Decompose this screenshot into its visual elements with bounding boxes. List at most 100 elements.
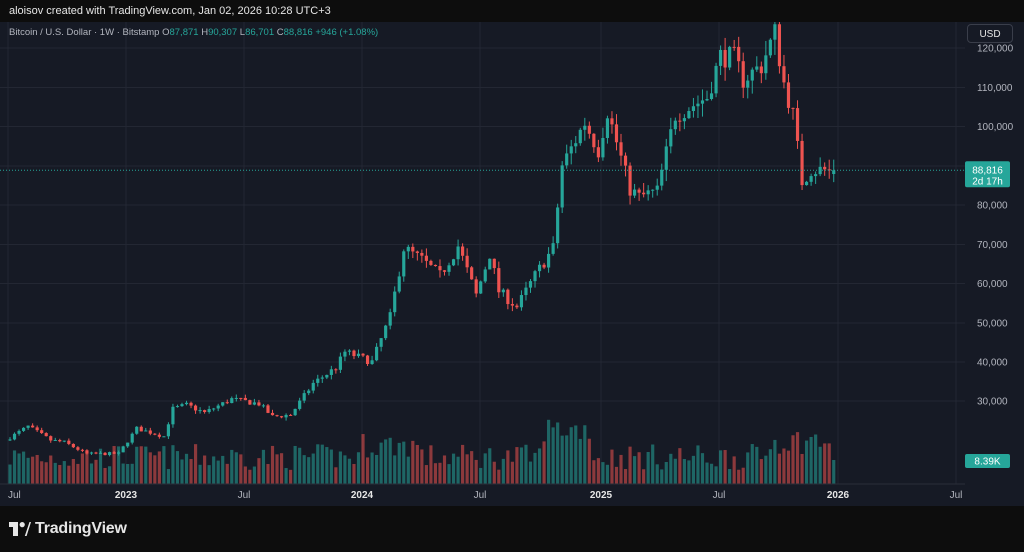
candle-body [85,450,89,454]
volume-bar [483,453,487,484]
volume-bar [696,445,700,484]
currency-button[interactable]: USD [967,24,1013,43]
candle-body [293,408,297,416]
volume-bar [284,468,288,484]
candle-body [691,106,696,112]
volume-bar [578,438,582,484]
chart-area[interactable]: 30,00040,00050,00060,00070,00080,00090,0… [0,17,1024,506]
candle-body [768,39,772,56]
candle-body [795,108,800,141]
candle-body [470,267,474,280]
candle-body [248,400,252,405]
candle-body [547,253,551,268]
volume-bar [302,455,306,484]
volume-bar [343,455,347,484]
volume-bar [528,461,533,484]
volume-bar [352,463,356,484]
volume-bar [782,448,786,484]
candle-body [411,246,415,252]
candle-body [130,433,134,443]
candle-body [777,24,782,67]
candle-body [289,414,293,416]
candle-body [284,414,288,418]
candle-body [601,137,605,158]
volume-bar [112,446,116,484]
candle-body [433,264,438,267]
volume-bar [737,469,741,484]
candle-body [31,425,35,428]
x-tick-label: 2026 [827,490,850,501]
candle-body [587,125,591,134]
candle-body [198,410,202,412]
volume-bar [252,466,256,484]
volume-bar [655,464,659,484]
volume-bar [94,459,98,484]
candle-body [492,258,496,269]
candle-body [180,404,184,407]
volume-bar [135,446,139,484]
candle-body [827,169,831,171]
candle-body [605,118,610,138]
countdown-label: 2d 17h [972,176,1003,187]
candle-body [506,289,510,305]
volume-bar [12,450,17,484]
volume-bar [492,461,496,484]
x-tick-label: Jul [950,490,963,501]
candle-body [429,260,433,265]
candle-body [279,416,284,418]
volume-bar [320,444,324,484]
candle-body [542,264,546,268]
volume-bar [673,458,677,484]
candle-body [144,430,148,432]
price-chart[interactable]: 30,00040,00050,00060,00070,00080,00090,0… [0,17,1024,506]
candle-body [465,255,469,268]
tradingview-logo[interactable]: TradingView [9,519,127,539]
candle-body [637,189,641,193]
volume-bar [162,446,166,484]
candle-body [58,440,62,442]
candle-body [519,295,524,308]
candle-body [424,255,428,261]
volume-bar [470,451,474,484]
candle-body [442,270,447,272]
volume-bar [447,464,451,484]
volume-bar [537,448,542,484]
volume-bar [126,463,130,484]
x-tick-label: Jul [713,490,726,501]
volume-bar [298,447,302,484]
candle-body [216,405,220,409]
candle-body [35,427,39,431]
volume-bar [166,469,170,484]
volume-bar [804,440,809,484]
candle-body [175,406,180,408]
tradingview-logo-icon [9,522,31,536]
volume-bar [601,462,605,484]
volume-bar [759,459,763,484]
volume-bar [62,461,66,484]
candle-body [510,304,514,306]
volume-bar [76,463,80,484]
candle-body [461,246,465,256]
volume-bar [827,443,831,484]
candle-body [17,430,21,434]
volume-bar [750,444,754,484]
volume-bar [85,452,89,484]
volume-bar [316,444,320,484]
volume-bar [307,457,311,484]
legend-close-value: 88,816 [283,27,313,38]
candle-body [655,185,659,190]
candle-body [574,143,578,147]
candle-body [189,402,193,406]
volume-bar [35,454,39,484]
candle-body [537,264,542,272]
chart-legend: Bitcoin / U.S. Dollar · 1W · Bitstamp O8… [9,27,378,38]
candle-body [610,118,614,125]
volume-bar [139,446,143,484]
candle-body [153,433,157,435]
volume-bar [203,455,207,484]
volume-bar [556,422,560,484]
volume-bar [768,449,772,484]
legend-open-label: O [162,27,170,38]
candle-body [528,281,533,288]
volume-bar [31,456,35,484]
